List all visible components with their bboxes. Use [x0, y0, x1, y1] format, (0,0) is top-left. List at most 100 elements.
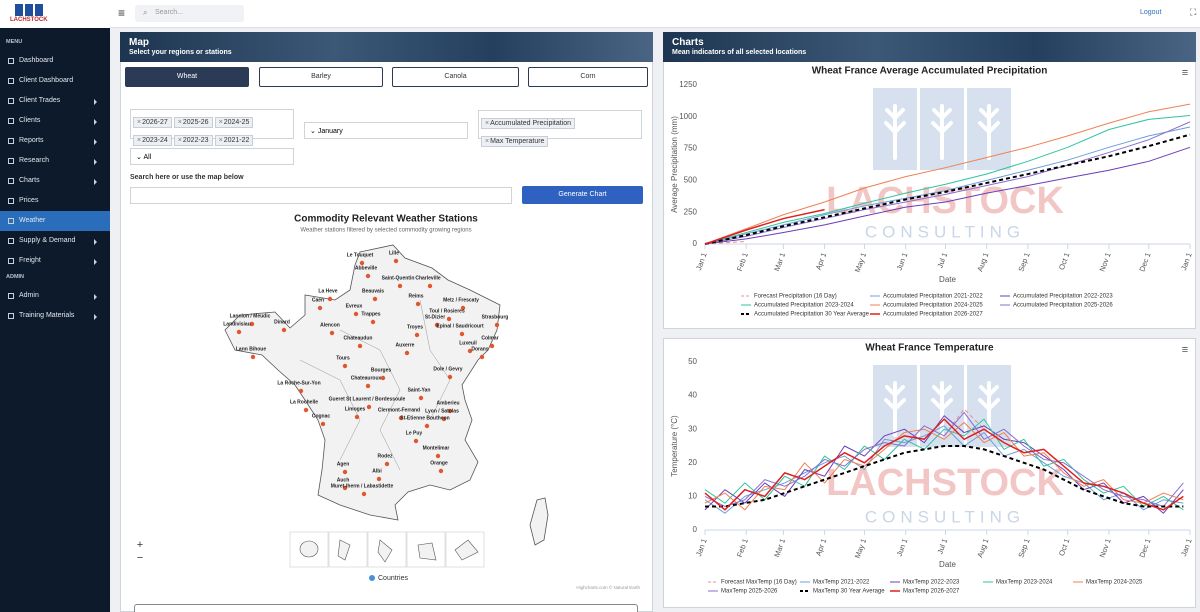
menu-item[interactable]: Freight: [0, 251, 110, 271]
logo[interactable]: LACHSTOCK: [0, 0, 110, 28]
station[interactable]: [298, 388, 304, 394]
menu-item[interactable]: Client Dashboard: [0, 71, 110, 91]
legend-label[interactable]: Forecast Precipitation (16 Day): [754, 294, 837, 300]
zoom-out[interactable]: −: [137, 552, 143, 564]
menu-item[interactable]: Reports: [0, 131, 110, 151]
station[interactable]: [489, 343, 495, 349]
menu-item[interactable]: Prices: [0, 191, 110, 211]
station[interactable]: [342, 485, 348, 491]
tag-remove[interactable]: ×: [485, 138, 490, 145]
chart-menu[interactable]: ≡: [1182, 344, 1188, 356]
station[interactable]: [441, 416, 447, 422]
tag-remove[interactable]: ×: [137, 119, 142, 126]
menu-item[interactable]: Charts: [0, 171, 110, 191]
legend-label[interactable]: MaxTemp 2026-2027: [903, 589, 960, 595]
france-outline[interactable]: [224, 244, 501, 521]
station[interactable]: [427, 283, 433, 289]
station[interactable]: [249, 321, 255, 327]
station[interactable]: [342, 469, 348, 475]
menu-item[interactable]: Training Materials: [0, 306, 110, 326]
zoom-in[interactable]: +: [137, 539, 143, 551]
commodity-button[interactable]: Corn: [528, 67, 648, 87]
station[interactable]: [317, 305, 323, 311]
station[interactable]: [434, 322, 440, 328]
logout[interactable]: Logout: [1140, 9, 1162, 16]
station[interactable]: [372, 296, 378, 302]
legend-label[interactable]: Forecast MaxTemp (16 Day): [721, 580, 797, 586]
menu-item[interactable]: Supply & Demand: [0, 231, 110, 251]
station[interactable]: [380, 375, 386, 381]
menu-toggle[interactable]: ≡: [118, 6, 126, 20]
legend-label[interactable]: MaxTemp 2024-2025: [1086, 580, 1143, 586]
legend-label[interactable]: MaxTemp 2023-2024: [996, 580, 1053, 586]
station[interactable]: [329, 330, 335, 336]
indicator-select[interactable]: ×Accumulated Precipitation×Max Temperatu…: [478, 110, 642, 147]
station[interactable]: [365, 273, 371, 279]
menu-item[interactable]: Admin: [0, 286, 110, 306]
station[interactable]: [365, 383, 371, 389]
station[interactable]: [446, 316, 452, 322]
station[interactable]: [376, 476, 382, 482]
station[interactable]: [494, 322, 500, 328]
map-credit[interactable]: Highcharts.com © Natural Earth: [576, 584, 640, 590]
station[interactable]: [460, 305, 466, 311]
station[interactable]: [320, 421, 326, 427]
map-legend[interactable]: Countries: [378, 575, 408, 582]
menu-item[interactable]: Clients: [0, 111, 110, 131]
legend-label[interactable]: MaxTemp 2025-2026: [721, 589, 778, 595]
legend-label[interactable]: Accumulated Precipitation 2026-2027: [883, 312, 983, 318]
generate-button[interactable]: Generate Chart: [522, 186, 643, 204]
station[interactable]: [447, 408, 453, 414]
station[interactable]: [370, 319, 376, 325]
station[interactable]: [438, 468, 444, 474]
station[interactable]: [250, 354, 256, 360]
station[interactable]: [397, 283, 403, 289]
station[interactable]: [384, 461, 390, 467]
month-select[interactable]: ⌄ January: [304, 122, 468, 139]
chart-menu[interactable]: ≡: [1182, 67, 1188, 79]
station[interactable]: [479, 354, 485, 360]
legend-label[interactable]: Accumulated Precipitation 2022-2023: [1013, 294, 1113, 300]
legend-label[interactable]: Accumulated Precipitation 2021-2022: [883, 294, 983, 300]
station[interactable]: [303, 407, 309, 413]
station[interactable]: [342, 363, 348, 369]
station[interactable]: [281, 327, 287, 333]
station[interactable]: [236, 329, 242, 335]
season-select[interactable]: ×2026-27 ×2025-26 ×2024-25×2023-24 ×2022-23…: [130, 109, 294, 146]
menu-item[interactable]: Client Trades: [0, 91, 110, 111]
search-box[interactable]: ⌕ Search...: [135, 5, 244, 22]
station[interactable]: [415, 301, 421, 307]
legend-label[interactable]: Accumulated Precipitation 2024-2025: [883, 303, 983, 309]
menu-item[interactable]: Research: [0, 151, 110, 171]
tag-remove[interactable]: ×: [485, 120, 490, 127]
legend-label[interactable]: Accumulated Precipitation 2023-2024: [754, 303, 854, 309]
station-search[interactable]: [130, 187, 512, 204]
tag-remove[interactable]: ×: [218, 119, 223, 126]
station[interactable]: [435, 453, 441, 459]
station[interactable]: [359, 260, 365, 266]
legend-label[interactable]: MaxTemp 30 Year Average: [813, 589, 885, 595]
commodity-button[interactable]: Wheat: [125, 67, 249, 87]
station[interactable]: [366, 404, 372, 410]
station[interactable]: [413, 438, 419, 444]
station[interactable]: [354, 414, 360, 420]
station[interactable]: [353, 311, 359, 317]
station[interactable]: [459, 331, 465, 337]
station[interactable]: [424, 423, 430, 429]
station[interactable]: [393, 258, 399, 264]
station[interactable]: [414, 332, 420, 338]
menu-item[interactable]: Dashboard: [0, 51, 110, 71]
station[interactable]: [404, 350, 410, 356]
station[interactable]: [361, 491, 367, 497]
region-select[interactable]: ⌄ All: [130, 148, 294, 165]
legend-label[interactable]: MaxTemp 2022-2023: [903, 580, 960, 586]
tag-remove[interactable]: ×: [137, 137, 142, 144]
station[interactable]: [467, 348, 473, 354]
legend-label[interactable]: MaxTemp 2021-2022: [813, 580, 870, 586]
commodity-button[interactable]: Canola: [392, 67, 519, 87]
menu-item[interactable]: Weather: [0, 211, 110, 231]
legend-label[interactable]: Accumulated Precipitation 30 Year Averag…: [754, 312, 870, 318]
reset-button[interactable]: [134, 604, 638, 612]
tag-remove[interactable]: ×: [177, 119, 182, 126]
tag-remove[interactable]: ×: [218, 137, 223, 144]
